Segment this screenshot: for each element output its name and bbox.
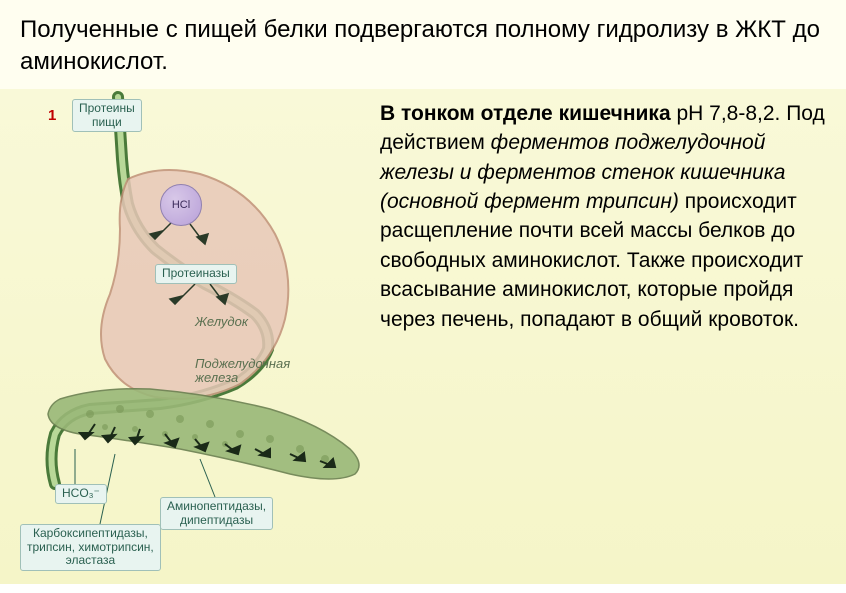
label-hcl: HCl — [160, 184, 202, 226]
label-stomach: Желудок — [195, 314, 248, 329]
label-carboxy: Карбоксипептидазы, трипсин, химотрипсин,… — [20, 524, 161, 571]
red-marker-1: 1 — [48, 107, 56, 124]
label-hco3: HCO₃⁻ — [55, 484, 107, 504]
body-text: В тонком отделе кишечника pH 7,8-8,2. По… — [380, 89, 846, 584]
aminopep-pointer — [200, 459, 215, 497]
label-aminopeptidases: Аминопептидазы, дипептидазы — [160, 497, 273, 531]
label-proteinases: Протеиназы — [155, 264, 237, 284]
content-area: 1 Протеины пищи HCl Протеиназы Желудок П… — [0, 89, 846, 584]
label-proteins: Протеины пищи — [72, 99, 142, 133]
label-pancreas: Поджелудочная железа — [195, 357, 290, 386]
digestion-diagram: 1 Протеины пищи HCl Протеиназы Желудок П… — [0, 89, 380, 584]
header-text: Полученные с пищей белки подвергаются по… — [0, 0, 846, 89]
pancreas-shape — [48, 388, 359, 478]
bold-intro: В тонком отделе кишечника — [380, 102, 671, 125]
